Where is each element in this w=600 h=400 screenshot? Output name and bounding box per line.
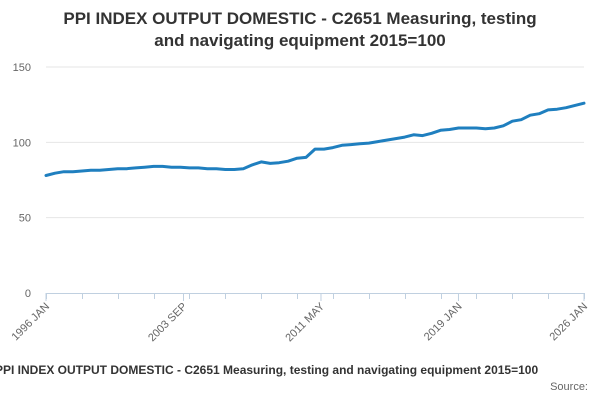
y-tick-label: 150 (13, 62, 31, 74)
series-line[interactable] (44, 101, 586, 177)
x-tick-label: 1996 JAN (9, 301, 52, 344)
grid-lines (46, 66, 584, 219)
legend-item[interactable]: PPI INDEX OUTPUT DOMESTIC - C2651 Measur… (0, 363, 539, 377)
source-label: Source: (550, 381, 588, 393)
x-tick-label: 2019 JAN (422, 301, 465, 344)
series-layer (44, 101, 586, 177)
x-tick-label: 2011 MAY (283, 300, 327, 344)
chart-title-line-2: and navigating equipment 2015=100 (154, 31, 446, 50)
legend[interactable]: PPI INDEX OUTPUT DOMESTIC - C2651 Measur… (0, 363, 600, 377)
y-axis: 0 50 100 150 (13, 62, 31, 300)
x-tick-label: 2003 SEP (146, 301, 190, 345)
chart-title-line-1: PPI INDEX OUTPUT DOMESTIC - C2651 Measur… (63, 9, 537, 28)
x-axis: 1996 JAN 2003 SEP 2011 MAY 2019 JAN 2026 JAN (9, 293, 590, 344)
y-tick-label: 50 (19, 213, 31, 225)
y-tick-label: 0 (25, 288, 31, 300)
y-tick-label: 100 (13, 137, 31, 149)
x-tick-label: 2026 JAN (547, 301, 590, 344)
chart-title: PPI INDEX OUTPUT DOMESTIC - C2651 Measur… (0, 8, 600, 52)
